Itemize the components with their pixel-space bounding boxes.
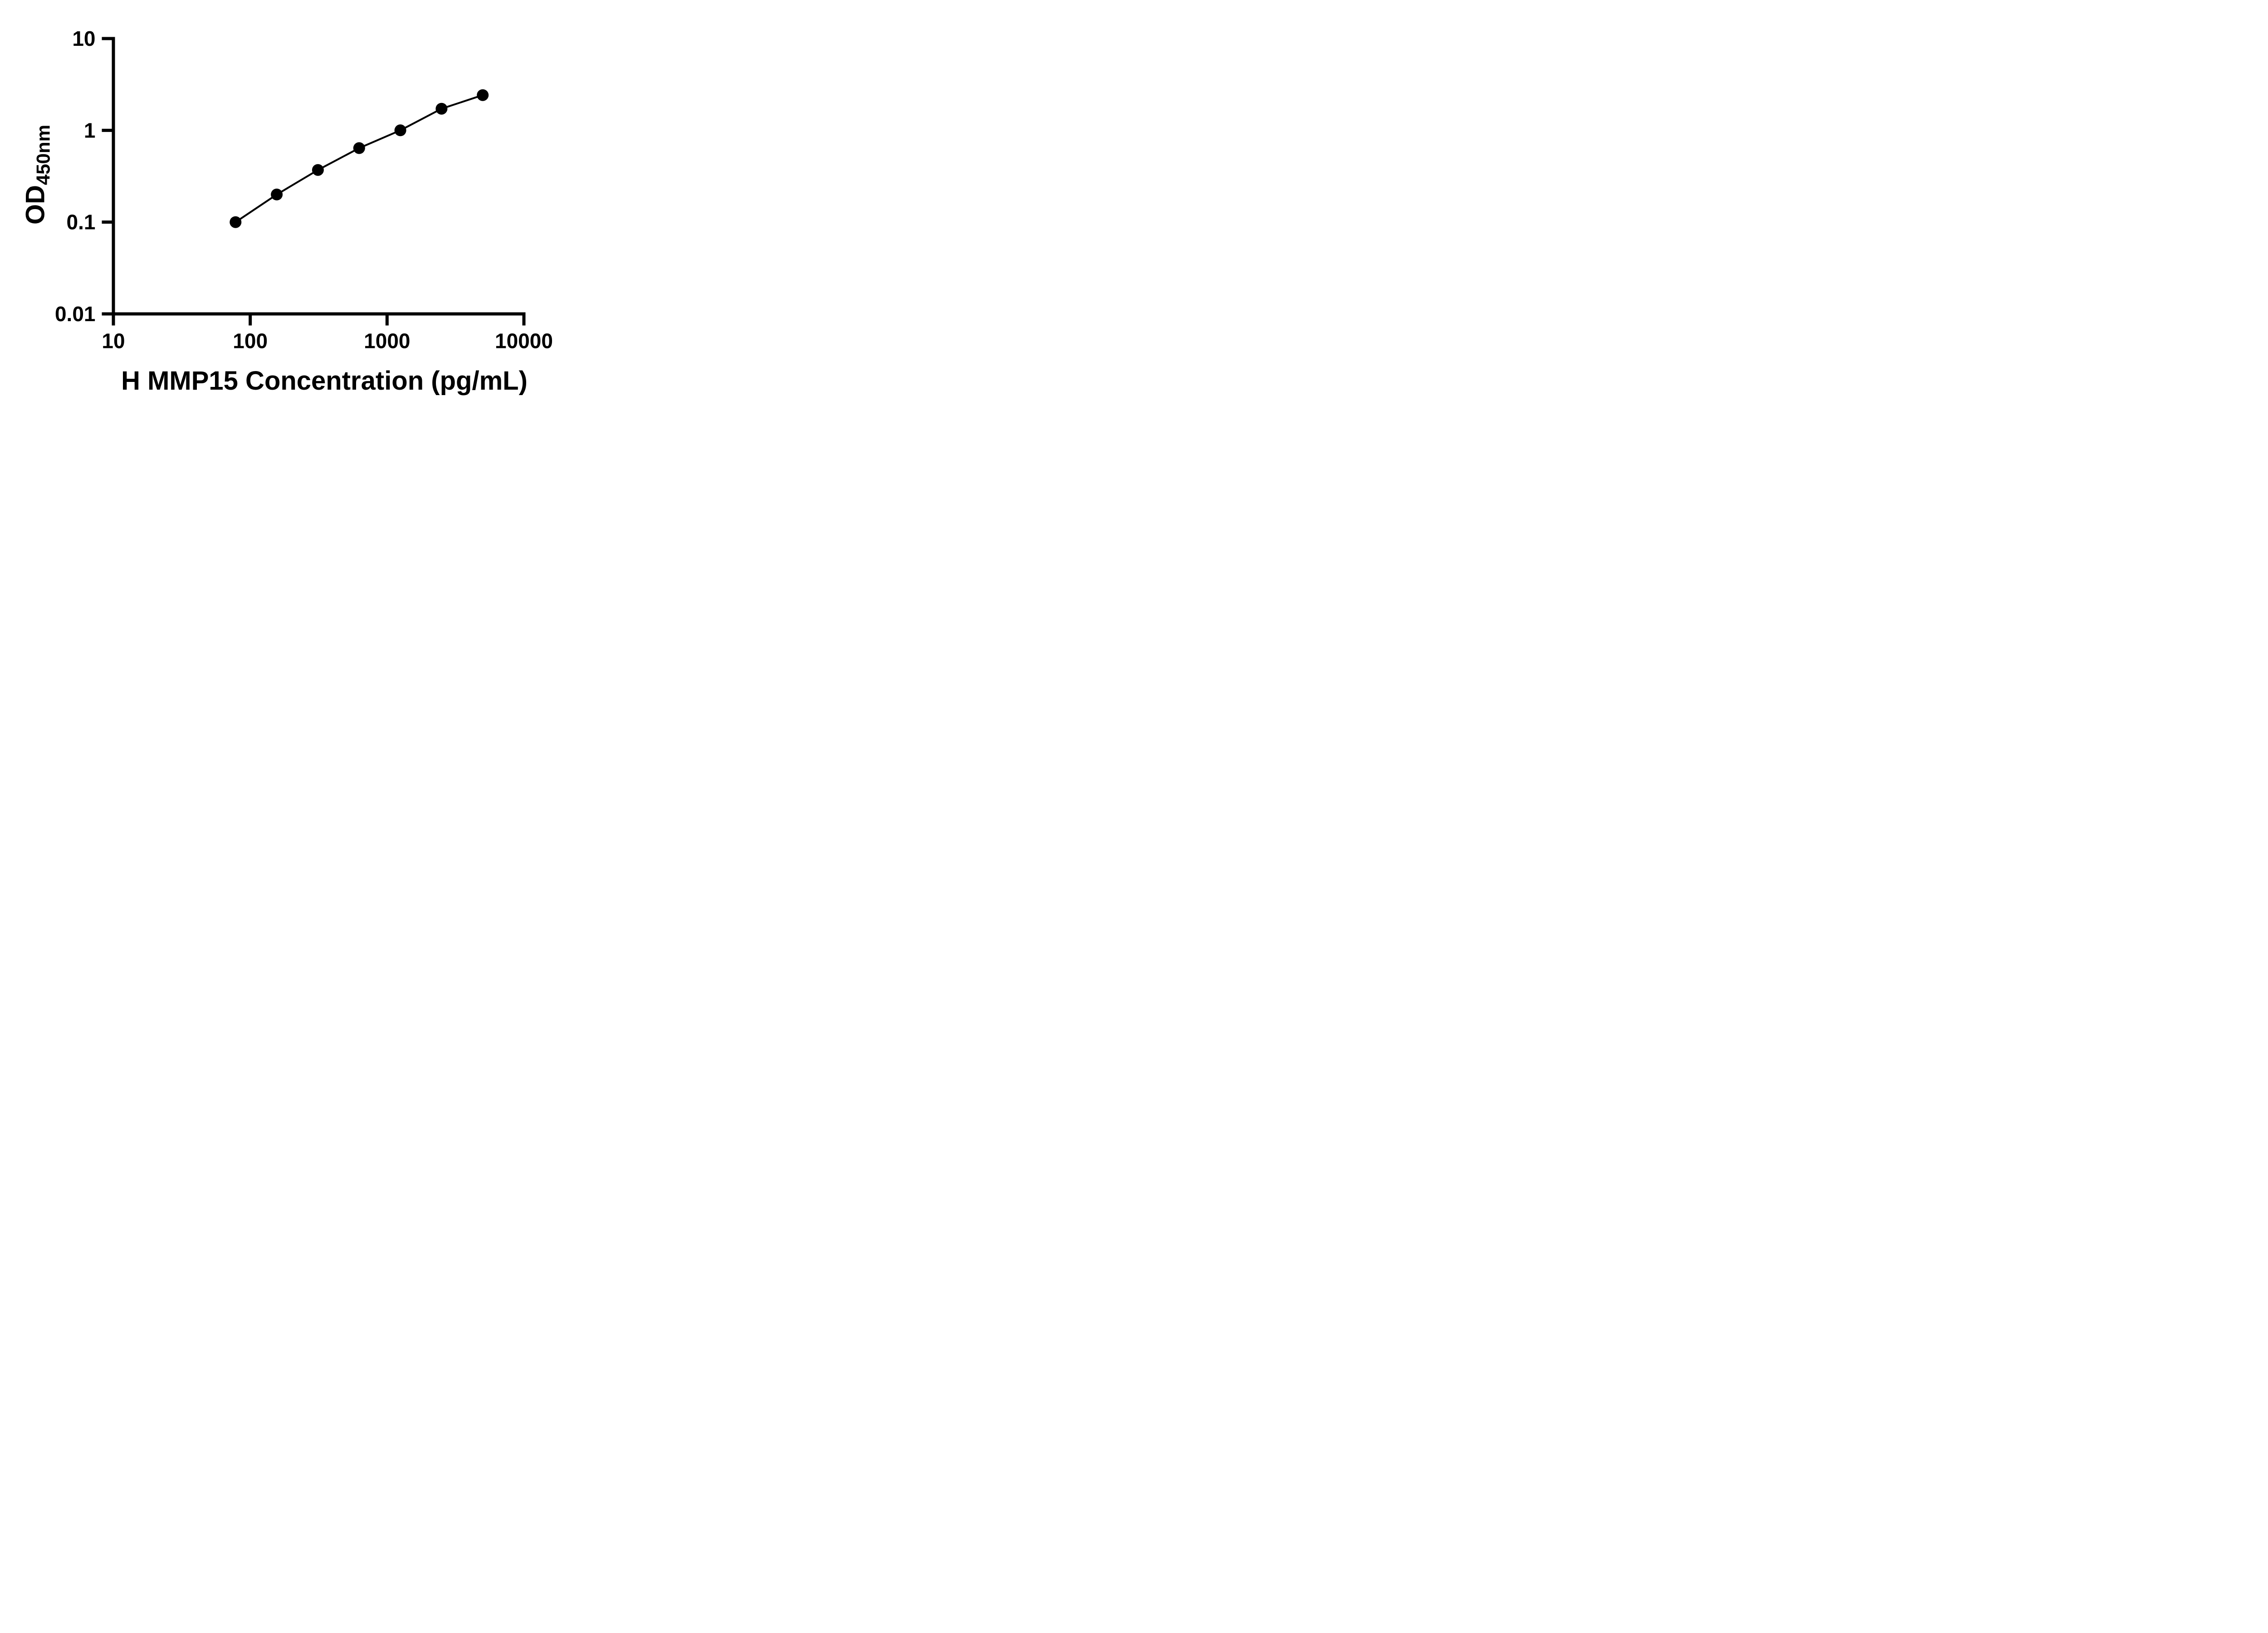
x-tick-label: 10000	[495, 329, 553, 353]
data-point	[435, 103, 448, 115]
data-point	[312, 164, 324, 176]
y-tick-label: 0.1	[67, 210, 96, 234]
data-point	[353, 142, 365, 154]
data-point	[394, 124, 406, 137]
x-tick-label: 10	[102, 329, 125, 353]
data-point	[477, 89, 489, 101]
elisa-standard-curve-figure: 10 100 1000 10000 10 1 0.1 0.01 H MMP15 Concent…	[0, 0, 583, 408]
x-tick-label: 100	[233, 329, 268, 353]
x-tick-label: 1000	[364, 329, 410, 353]
y-axis-title-main: OD	[20, 185, 50, 225]
data-point	[271, 188, 283, 200]
chart-plot-area: 10 100 1000 10000 10 1 0.1 0.01	[55, 27, 553, 353]
y-tick-label: 10	[72, 27, 95, 50]
x-axis-title: H MMP15 Concentration (pg/mL)	[121, 366, 528, 396]
y-axis-title-subscript: 450nm	[32, 124, 54, 186]
y-tick-label: 1	[84, 118, 96, 142]
y-axis-title: OD450nm	[20, 124, 54, 225]
data-point	[230, 216, 242, 228]
axes-lines	[112, 37, 526, 316]
standard-curve-line	[235, 94, 483, 223]
y-tick-label: 0.01	[55, 302, 96, 326]
